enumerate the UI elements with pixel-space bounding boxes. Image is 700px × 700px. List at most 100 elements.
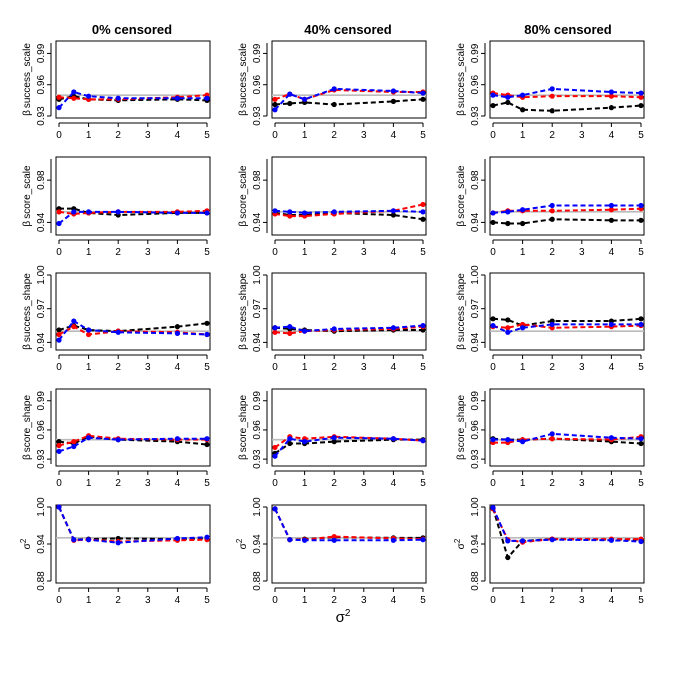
x-tick-label: 0 <box>490 130 496 141</box>
series-red-point <box>86 331 92 338</box>
series-blue-point <box>608 435 615 441</box>
series-blue-point <box>420 537 426 543</box>
y-axis-label-symbol: β <box>238 344 249 350</box>
y-tick-label: 0.93 <box>36 449 47 469</box>
series-black-point <box>608 217 615 223</box>
x-tick-label: 1 <box>302 595 308 606</box>
y-axis-label: β success_shape <box>22 273 33 350</box>
series-blue-point <box>71 443 77 450</box>
panel-r2-0pct: 0 1 2 3 4 5 0.94 0.98 β score_scale <box>22 156 211 258</box>
y-tick-label: 0.99 <box>36 391 47 411</box>
x-tick-label: 0 <box>56 362 62 373</box>
series-black-point <box>204 441 210 448</box>
y-tick-label: 0.96 <box>36 420 47 440</box>
x-tick-label: 5 <box>638 362 644 373</box>
x-tick-label: 5 <box>204 595 210 606</box>
y-tick-label: 0.99 <box>252 43 263 63</box>
x-tick-label: 2 <box>549 478 555 489</box>
y-axis-label: σ2 <box>453 538 467 549</box>
x-tick-label: 0 <box>56 130 62 141</box>
series-blue-point <box>302 439 308 445</box>
series-blue-point <box>520 538 526 544</box>
series-blue-point <box>272 107 278 113</box>
y-axis-label-text: success_scale <box>238 43 249 108</box>
series-blue-point <box>272 453 278 459</box>
series-blue-point <box>71 318 77 324</box>
series-black-point <box>520 220 526 227</box>
series-blue-point <box>549 431 555 437</box>
series-black-point <box>56 327 62 333</box>
series-black-point <box>287 100 293 107</box>
series-black-point <box>505 99 511 106</box>
x-tick-label: 5 <box>638 478 644 489</box>
series-blue-point <box>390 325 396 331</box>
y-axis-label-symbol: β <box>22 344 33 350</box>
series-black-point <box>490 102 496 109</box>
y-axis-label-sup: 2 <box>235 538 244 543</box>
x-tick-label: 5 <box>638 130 644 141</box>
panel-r2-80pct: 0 1 2 3 4 5 0.94 0.98 β score_scale <box>456 156 645 258</box>
series-blue-point <box>638 538 644 545</box>
x-tick-label: 0 <box>56 478 62 489</box>
x-tick-label: 2 <box>549 362 555 373</box>
x-tick-label: 5 <box>204 130 210 141</box>
y-tick-label: 1.00 <box>36 497 47 517</box>
y-tick-label: 0.93 <box>470 449 481 469</box>
series-blue-point <box>115 329 121 335</box>
series-blue-point <box>331 435 337 441</box>
y-axis-label-sup: 2 <box>453 538 462 543</box>
y-tick-label: 0.97 <box>470 299 481 319</box>
series-blue-point <box>390 88 396 94</box>
x-tick-label: 2 <box>549 595 555 606</box>
x-tick-label: 3 <box>361 478 367 489</box>
x-tick-label: 5 <box>204 362 210 373</box>
series-blue-point <box>287 209 293 215</box>
series-blue-point <box>549 537 555 543</box>
x-tick-label: 4 <box>391 478 397 489</box>
y-tick-label: 1.00 <box>36 265 47 285</box>
x-tick-label: 2 <box>549 247 555 258</box>
series-black-point <box>287 440 293 447</box>
x-tick-label: 5 <box>204 247 210 258</box>
series-blue-point <box>174 535 180 542</box>
y-axis-label-text: score_scale <box>22 165 33 219</box>
y-axis-label-text: success_scale <box>456 43 467 108</box>
y-tick-label: 0.94 <box>252 534 263 554</box>
series-blue-point <box>86 93 92 99</box>
series-blue-point <box>115 209 121 215</box>
series-red-point <box>56 209 62 215</box>
series-blue-point <box>420 322 426 329</box>
y-tick-label: 0.94 <box>36 332 47 352</box>
x-tick-label: 1 <box>520 595 526 606</box>
x-tick-label: 3 <box>361 247 367 258</box>
series-red-line <box>58 325 208 336</box>
series-blue-point <box>608 537 615 543</box>
series-blue-point <box>331 326 337 332</box>
series-black-line <box>58 506 208 541</box>
y-tick-label: 1.00 <box>252 497 263 517</box>
x-tick-label: 3 <box>579 478 585 489</box>
x-tick-label: 3 <box>361 130 367 141</box>
x-tick-label: 4 <box>609 478 615 489</box>
panel-r3-0pct: 0 1 2 3 4 5 0.94 0.97 1.00 β success_shape <box>22 265 211 373</box>
series-blue-point <box>272 325 278 331</box>
x-tick-label: 1 <box>86 478 92 489</box>
series-blue-line <box>274 87 424 111</box>
x-tick-label: 2 <box>115 362 121 373</box>
x-tick-label: 1 <box>302 478 308 489</box>
series-blue-line <box>492 507 642 543</box>
series-blue-line <box>58 90 207 109</box>
series-black-point <box>272 101 278 108</box>
series-blue-point <box>505 94 511 100</box>
panel-frame <box>489 388 645 467</box>
x-tick-label: 1 <box>520 362 526 373</box>
x-tick-label: 0 <box>490 595 496 606</box>
panel-frame <box>55 272 211 351</box>
series-blue-point <box>608 321 615 328</box>
series-blue-line <box>274 508 424 542</box>
y-tick-label: 0.88 <box>36 571 47 591</box>
series-blue-point <box>505 209 511 215</box>
